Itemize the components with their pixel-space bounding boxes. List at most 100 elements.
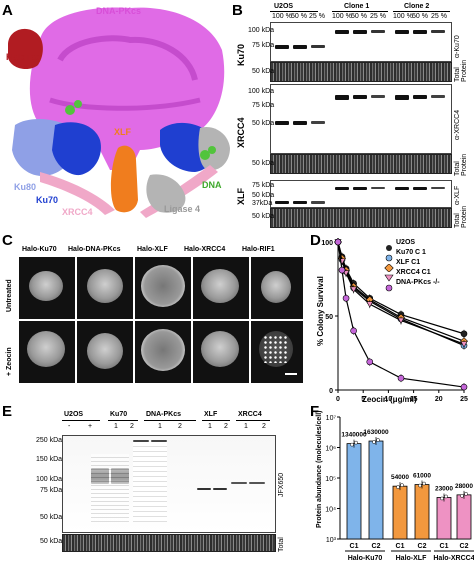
replicate-point (418, 483, 422, 488)
scale-bar (285, 373, 297, 375)
data-point (366, 301, 374, 308)
chart-d-legend: U2OS Ku70 C 1 XLF C1 XRCC4 C1 DNA-PKcs -… (384, 239, 472, 303)
chart-d-xtick-label: 20 (435, 396, 443, 403)
blot-ku70-total-protein (270, 62, 452, 82)
bar-category-label: C1 (440, 543, 449, 550)
panel-label-b: B (232, 2, 243, 19)
chart-d-xtick-label: 0 (336, 396, 340, 403)
panel-label-a: A (2, 2, 13, 19)
micro-rif1-zeocin (250, 320, 304, 384)
xlf-tp-kda: 50 kDa (252, 213, 275, 220)
xrcc4-total-protein-label: Total Protein (454, 153, 468, 176)
micro-dnapkcs-zeocin (76, 320, 134, 384)
legend-u2os: U2OS (384, 239, 415, 257)
data-point (460, 330, 468, 338)
xrcc4-antibody: α-XRCC4 (454, 109, 461, 140)
xrcc4-kda-50: 50 kDa (252, 120, 275, 127)
blot-group-clone1: Clone 1 (344, 3, 370, 10)
bar-value-label: 54000 (391, 474, 409, 481)
replicate-point (440, 496, 444, 501)
bar (456, 494, 472, 540)
bar-category-label: C2 (418, 543, 427, 550)
micro-ku70-zeocin (18, 320, 76, 384)
xrcc4-kda-100: 100 kDa (248, 88, 275, 95)
label-ligase4: Ligase 4 (164, 204, 201, 214)
replicate-point (400, 483, 404, 488)
chart-f-ytick-label: 10⁴ (325, 507, 336, 514)
ku70-kda-100: 100 kDa (248, 27, 275, 34)
blot-row-xlf: XLF (236, 188, 246, 205)
micro-row-zeocin: + Zeocin (6, 347, 13, 376)
xrcc4-tp-kda: 50 kDa (252, 160, 275, 167)
xlf-total-protein-label: Total Protein (454, 205, 468, 228)
blot-percent-row: 100 % 50 % 25 % 100 % 50 % 25 % 100 % 50… (272, 13, 447, 20)
gel-total-protein (62, 534, 276, 552)
blot-xlf-total-protein (270, 208, 452, 228)
xlf-kda-37: 37kDa (252, 200, 273, 207)
bar-value-label: 1630000 (363, 429, 389, 436)
chart-d-ytick-label: 100 (321, 240, 333, 247)
replicate-point (354, 440, 358, 445)
chart-f-ytick-label: 10⁶ (325, 446, 336, 453)
micro-rif1-untreated (250, 256, 304, 320)
micro-xlf-zeocin (134, 320, 192, 384)
group-label: Halo-XLF (396, 555, 427, 562)
bar-category-label: C2 (460, 543, 469, 550)
blot-row-xrcc4: XRCC4 (236, 117, 246, 148)
bar (392, 485, 408, 540)
bar-category-label: C1 (350, 543, 359, 550)
gel-tp-kda: 50 kDa (40, 538, 63, 545)
group-label: Halo-Ku70 (348, 555, 383, 562)
replicate-point (396, 485, 400, 490)
gel-side-label: JFX650 (278, 472, 285, 497)
data-point (338, 266, 346, 274)
chart-f-ytick-label: 10⁵ (325, 476, 336, 483)
micro-dnapkcs-untreated (76, 256, 134, 320)
colony-survival-chart: 0 50 100 0 5 10 15 20 25 (321, 238, 468, 403)
gel-jfx650 (62, 435, 276, 533)
bar-value-label: 1340000 (341, 432, 367, 439)
data-point (334, 238, 342, 246)
chart-f-ylabel: Protein abundance (molecules/cell) (316, 410, 323, 528)
legend-xlfc1: XLF C1 (384, 259, 420, 277)
micro-ku70-untreated (18, 256, 76, 320)
data-point (397, 374, 405, 382)
replicate-point (422, 481, 426, 486)
micro-xlf-untreated (134, 256, 192, 320)
label-dna: DNA (202, 180, 222, 190)
label-xrcc4: XRCC4 (62, 207, 93, 217)
xrcc4-kda-75: 75 kDa (252, 102, 275, 109)
blot-xrcc4-total-protein (270, 154, 452, 174)
legend-ku70c1: Ku70 C 1 (384, 249, 426, 267)
replicate-point (376, 438, 380, 442)
micro-row-untreated: Untreated (6, 279, 13, 312)
label-xlf: XLF (114, 127, 131, 137)
bar-value-label: 61000 (413, 473, 431, 480)
gel-kda-75: 75 kDa (40, 487, 63, 494)
chart-f-ytick-label: 10⁷ (326, 415, 337, 422)
protein-abundance-chart: 10³ 10⁴ 10⁵ 10⁶ 10⁷ 1340000 C1 1630000 C2 54000 C1… (325, 415, 474, 562)
chart-d-xtick-label: 25 (460, 396, 468, 403)
bar (346, 443, 362, 540)
chart-d-xtick-label: 15 (410, 396, 418, 403)
blot-row-ku70: Ku70 (236, 43, 246, 66)
panel-label-c: C (2, 232, 13, 249)
blot-group-clone2: Clone 2 (404, 3, 430, 10)
micro-xrcc4-untreated (192, 256, 250, 320)
ku70-tp-kda: 50 kDa (252, 68, 275, 75)
gel-header: U2OS Ku70 DNA-PKcs XLF XRCC4 - + 1 2 1 2… (62, 411, 274, 435)
data-point (342, 294, 350, 302)
group-label: Halo-XRCC4 (433, 555, 474, 562)
panel-label-e: E (2, 403, 13, 420)
ku70-kda-75: 75 kDa (252, 42, 275, 49)
bar (414, 484, 430, 540)
legend-dnapkcs-ko: DNA-PKcs -/- (384, 279, 440, 297)
bar-value-label: 28000 (455, 483, 473, 490)
panel-label-f: F (310, 403, 320, 420)
bar (436, 497, 452, 540)
label-halotag: HaloTag (6, 52, 41, 62)
replicate-point (350, 442, 354, 447)
legend-xrcc4c1: XRCC4 C1 (384, 269, 431, 287)
replicate-point (372, 440, 376, 444)
blot-group-u2os: U2OS (274, 3, 294, 10)
